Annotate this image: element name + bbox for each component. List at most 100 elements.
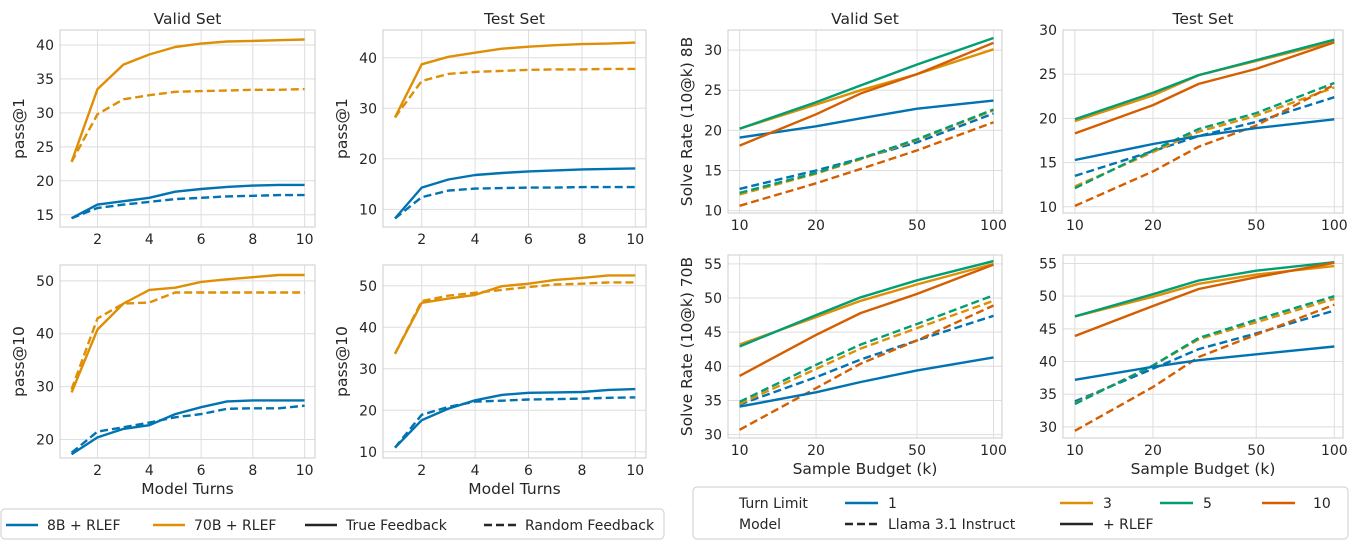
series-line-turn-1-solid bbox=[739, 356, 994, 408]
x-tick-label: 10 bbox=[731, 218, 749, 234]
y-tick-label: 25 bbox=[36, 140, 54, 156]
series-line-turn-5-dashed bbox=[739, 294, 994, 403]
chart-title: Valid Set bbox=[154, 10, 222, 28]
x-tick-label: 50 bbox=[908, 218, 926, 234]
series-line-turn-1-solid bbox=[1074, 118, 1335, 162]
x-tick-label: 50 bbox=[1247, 218, 1265, 234]
chart-panel-5: 10 20 50 100 10 15 20 25 30 Valid Set Solve Rate (… bbox=[678, 10, 1007, 234]
series-line-turn-10-dashed bbox=[1074, 303, 1335, 432]
y-tick-label: 35 bbox=[704, 393, 722, 409]
series-line-turn-5-solid bbox=[1074, 38, 1335, 121]
series-line-turn-10-solid bbox=[739, 41, 994, 147]
y-tick-label: 50 bbox=[36, 274, 54, 290]
y-tick-label: 30 bbox=[359, 101, 377, 117]
chart-panel-2: 2 4 6 8 10 10 20 30 40 Test Set pass@1 bbox=[333, 10, 647, 248]
y-tick-label: 30 bbox=[1039, 420, 1057, 436]
series-line-turn-3-dashed bbox=[739, 299, 994, 405]
x-tick-label: 10 bbox=[626, 463, 644, 479]
series-line-70b-rlef-dashed bbox=[394, 67, 636, 119]
plot-frame bbox=[382, 29, 647, 228]
y-tick-label: 35 bbox=[1039, 387, 1057, 403]
legend-label-turn: 3 bbox=[1103, 496, 1112, 512]
series-line-turn-5-solid bbox=[1074, 261, 1335, 318]
x-tick-label: 6 bbox=[197, 463, 206, 479]
y-tick-label: 50 bbox=[359, 279, 377, 295]
x-tick-label: 10 bbox=[626, 232, 644, 248]
chart-panel-8: 10 20 50 100 30 35 40 45 50 55 Sample Budget (k) bbox=[1039, 254, 1348, 478]
series-line-turn-1-dashed bbox=[1074, 96, 1335, 178]
plot-area bbox=[60, 265, 315, 458]
x-tick-label: 8 bbox=[577, 463, 586, 479]
series-line-70b-rlef-dashed bbox=[70, 87, 305, 163]
legend-label: Random Feedback bbox=[525, 518, 655, 534]
series-line-turn-1-dashed bbox=[739, 314, 994, 406]
series-line-turn-1-solid bbox=[739, 99, 994, 139]
series-line-turn-10-dashed bbox=[739, 304, 994, 431]
y-tick-label: 40 bbox=[36, 327, 54, 343]
x-tick-label: 20 bbox=[807, 218, 825, 234]
plot-frame bbox=[1062, 254, 1344, 439]
x-tick-label: 100 bbox=[980, 443, 1007, 459]
plot-frame bbox=[59, 29, 316, 228]
series-line-turn-10-solid bbox=[1074, 41, 1335, 135]
series-line-8b-rlef-dashed bbox=[394, 396, 636, 449]
chart-panel-6: 10 20 50 100 10 15 20 25 30 Test Set bbox=[1039, 10, 1348, 234]
plot-frame bbox=[59, 264, 316, 459]
x-tick-label: 50 bbox=[908, 443, 926, 459]
series-line-turn-10-solid bbox=[1074, 261, 1335, 338]
x-tick-label: 10 bbox=[296, 463, 314, 479]
legend-left: 8B + RLEF 70B + RLEF True Feedback Random F… bbox=[0, 508, 665, 540]
series-line-turn-3-solid bbox=[739, 48, 994, 130]
y-tick-label: 45 bbox=[704, 325, 722, 341]
x-tick-label: 50 bbox=[1247, 443, 1265, 459]
y-tick-label: 40 bbox=[359, 51, 377, 67]
x-tick-label: 10 bbox=[1066, 218, 1084, 234]
x-tick-label: 6 bbox=[524, 463, 533, 479]
y-tick-label: 35 bbox=[36, 72, 54, 88]
y-tick-label: 25 bbox=[1039, 67, 1057, 83]
y-tick-label: 40 bbox=[1039, 355, 1057, 371]
chart-panel-4: 2 4 6 8 10 10 20 30 40 50 Model Turns pass@10 bbox=[333, 264, 647, 498]
x-tick-label: 6 bbox=[524, 232, 533, 248]
series-line-turn-5-solid bbox=[739, 259, 994, 348]
x-tick-label: 2 bbox=[417, 232, 426, 248]
x-tick-label: 100 bbox=[1321, 443, 1348, 459]
y-tick-label: 55 bbox=[1039, 256, 1057, 272]
y-tick-label: 20 bbox=[1039, 111, 1057, 127]
x-tick-label: 2 bbox=[417, 463, 426, 479]
legend-label-model: Llama 3.1 Instruct bbox=[888, 517, 1016, 533]
y-tick-label: 30 bbox=[359, 362, 377, 378]
x-tick-label: 10 bbox=[1066, 443, 1084, 459]
series-line-70b-rlef-solid bbox=[70, 38, 305, 163]
x-axis-label: Sample Budget (k) bbox=[793, 460, 938, 478]
series-line-turn-10-solid bbox=[739, 263, 994, 377]
legend-label-turn: 10 bbox=[1313, 496, 1331, 512]
x-tick-label: 4 bbox=[471, 463, 480, 479]
y-axis-label: pass@1 bbox=[333, 98, 351, 159]
y-tick-label: 10 bbox=[359, 202, 377, 218]
x-tick-label: 4 bbox=[471, 232, 480, 248]
x-tick-label: 100 bbox=[1321, 218, 1348, 234]
series-line-70b-rlef-solid bbox=[393, 41, 636, 118]
x-tick-label: 2 bbox=[93, 232, 102, 248]
series-line-8b-rlef-dashed bbox=[71, 193, 305, 220]
x-tick-label: 4 bbox=[145, 232, 154, 248]
chart-title: Test Set bbox=[483, 10, 545, 28]
y-tick-label: 50 bbox=[1039, 289, 1057, 305]
chart-title: Test Set bbox=[1172, 10, 1234, 28]
y-tick-label: 10 bbox=[359, 445, 377, 461]
series-line-8b-rlef-solid bbox=[70, 399, 305, 456]
x-tick-label: 4 bbox=[145, 463, 154, 479]
x-axis-label: Model Turns bbox=[468, 480, 560, 498]
x-tick-label: 10 bbox=[296, 232, 314, 248]
legend-label: 70B + RLEF bbox=[194, 518, 276, 534]
y-axis-label: pass@1 bbox=[10, 98, 28, 159]
y-tick-label: 55 bbox=[704, 257, 722, 273]
series-line-8b-rlef-dashed bbox=[70, 404, 305, 454]
y-tick-label: 40 bbox=[359, 320, 377, 336]
series-line-70b-rlef-dashed bbox=[393, 281, 636, 355]
x-tick-label: 8 bbox=[248, 463, 257, 479]
x-tick-label: 8 bbox=[248, 232, 257, 248]
y-axis-label: Solve Rate (10@k) 70B bbox=[678, 257, 696, 436]
